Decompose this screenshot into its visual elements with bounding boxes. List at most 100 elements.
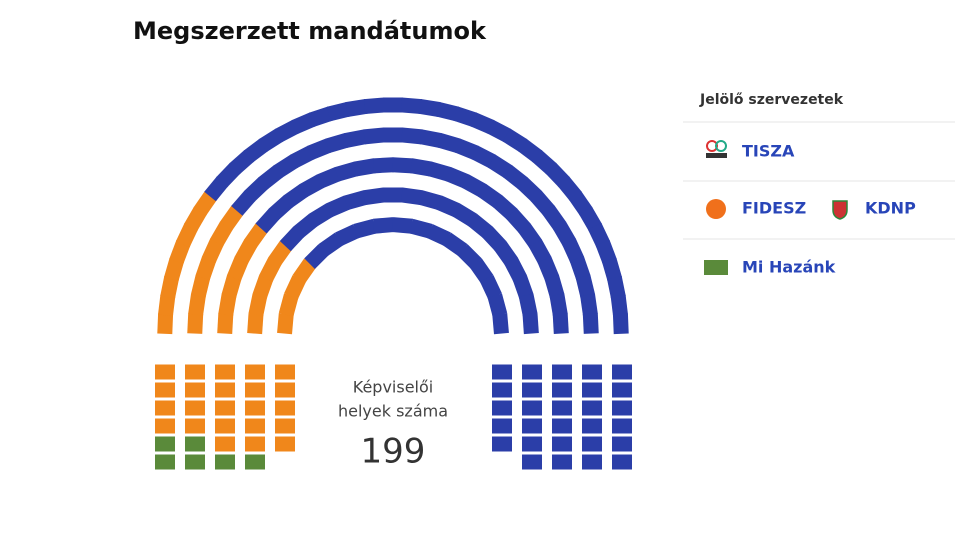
seat	[195, 256, 217, 281]
seat	[477, 184, 503, 208]
seat	[247, 313, 264, 335]
fidesz-logo	[706, 199, 726, 219]
seat	[595, 240, 617, 265]
seat	[492, 364, 512, 380]
seat	[418, 190, 442, 211]
seat	[612, 418, 632, 434]
seat	[372, 217, 395, 234]
seat	[245, 454, 265, 470]
seat	[492, 400, 512, 416]
seat	[492, 312, 509, 335]
seat	[363, 187, 386, 206]
seat	[530, 190, 555, 216]
seat	[487, 154, 513, 179]
seat	[582, 382, 602, 398]
seat	[289, 145, 315, 169]
seat	[245, 436, 265, 452]
kdnp-logo	[832, 200, 848, 220]
seat	[185, 400, 205, 416]
seat	[279, 226, 305, 252]
seat	[275, 418, 295, 434]
seat	[537, 256, 559, 281]
seat	[544, 274, 565, 299]
seat	[292, 258, 317, 284]
seat	[215, 436, 235, 452]
seat	[363, 127, 385, 145]
seat	[259, 257, 282, 282]
seat	[452, 203, 478, 227]
seat	[273, 154, 299, 179]
seat	[219, 205, 244, 231]
seat	[201, 238, 224, 263]
legend-label: FIDESZ	[742, 199, 806, 218]
seat	[612, 454, 632, 470]
seat	[344, 129, 367, 148]
seat	[155, 436, 175, 452]
seat	[607, 276, 626, 299]
seat	[258, 165, 284, 190]
seat	[582, 313, 599, 334]
seat	[277, 312, 294, 335]
seat	[456, 244, 482, 270]
seat	[512, 274, 534, 299]
seat	[436, 101, 460, 122]
seat	[383, 97, 403, 113]
seat	[471, 145, 497, 169]
legend-label: KDNP	[865, 199, 916, 218]
seat	[373, 157, 394, 174]
seat	[185, 418, 205, 434]
seat	[326, 101, 350, 122]
seat	[502, 165, 528, 190]
seat	[442, 232, 468, 257]
seat	[284, 275, 307, 300]
seat	[344, 190, 368, 211]
seat	[291, 112, 316, 135]
seat	[504, 257, 527, 282]
seat	[353, 218, 377, 239]
seat	[160, 276, 179, 299]
seat	[383, 187, 403, 203]
seat	[218, 293, 237, 316]
seat	[155, 400, 175, 416]
seat	[185, 436, 205, 452]
seat	[268, 240, 293, 266]
total-seats: 199	[361, 432, 426, 472]
seat	[234, 239, 258, 265]
seat	[522, 382, 542, 398]
seat	[334, 161, 359, 182]
seat	[155, 382, 175, 398]
seat	[610, 294, 628, 317]
seat	[587, 223, 611, 248]
seat	[454, 138, 479, 160]
seat	[518, 223, 542, 249]
seat	[308, 106, 333, 128]
seat	[528, 239, 552, 265]
seat	[244, 223, 268, 249]
seat	[435, 195, 461, 218]
seat	[461, 174, 487, 198]
seat	[552, 436, 572, 452]
center-label: Képviselői	[353, 378, 433, 397]
seat	[427, 161, 452, 182]
seat	[552, 364, 572, 380]
seat	[345, 98, 368, 117]
seat	[392, 157, 413, 174]
seat	[164, 257, 184, 282]
seat	[245, 382, 265, 398]
seat	[409, 218, 433, 239]
tisza-logo	[706, 140, 727, 158]
seat	[522, 364, 542, 380]
seat	[325, 133, 349, 154]
seat	[215, 454, 235, 470]
seat	[562, 238, 585, 263]
seat	[275, 382, 295, 398]
seat	[278, 293, 299, 317]
seat	[217, 313, 234, 334]
seat	[215, 418, 235, 434]
seat	[187, 313, 204, 334]
seat	[575, 274, 596, 298]
seat	[252, 274, 274, 299]
seat	[400, 97, 422, 115]
seat	[580, 293, 598, 316]
seat	[274, 119, 300, 143]
